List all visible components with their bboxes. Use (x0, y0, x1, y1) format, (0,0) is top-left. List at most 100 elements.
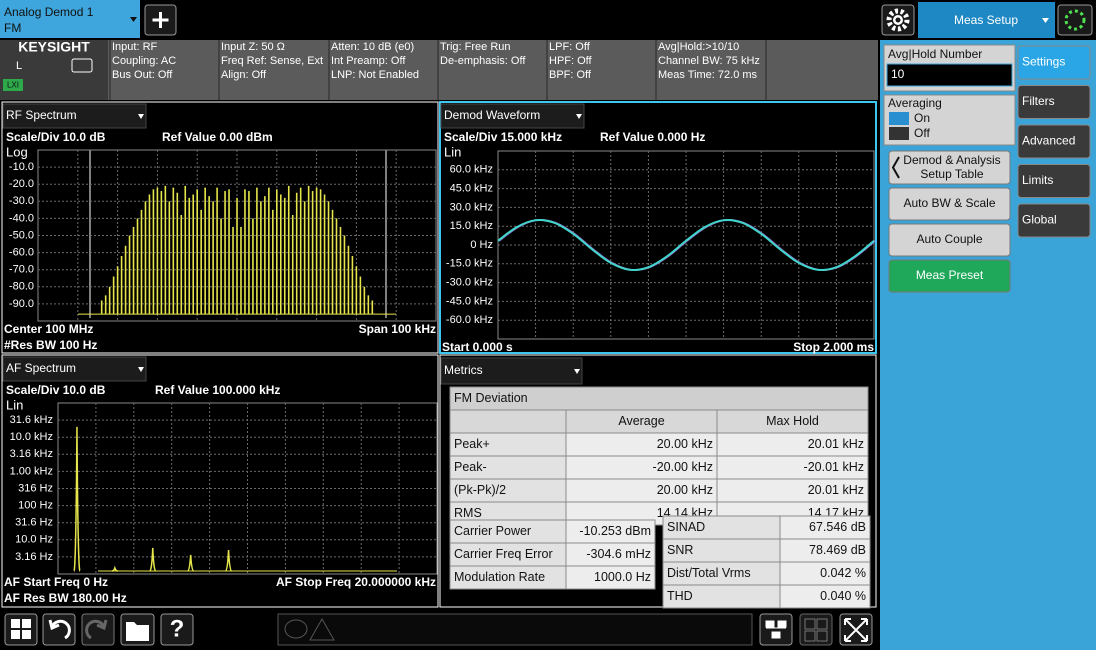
info-text: Input: RF (112, 41, 158, 53)
side-tab[interactable] (1017, 45, 1091, 80)
layout-button[interactable] (759, 613, 793, 646)
ref-value: Ref Value 0.000 Hz (600, 130, 705, 144)
avg-hold-label: Avg|Hold Number (888, 47, 982, 61)
y-tick-label: -10.0 (9, 161, 34, 173)
info-text: Avg|Hold:>10/10 (658, 41, 739, 53)
row-label: Peak+ (454, 437, 490, 451)
row-value: -20.01 kHz (804, 460, 864, 474)
button-label: Auto Couple (916, 232, 982, 246)
side-tab[interactable] (1017, 124, 1091, 159)
off-indicator (889, 127, 909, 140)
dropdown-arrow (576, 114, 582, 119)
button-label: Auto BW & Scale (903, 196, 995, 210)
avg-hold-input[interactable] (886, 63, 1013, 87)
res-bw-label: AF Res BW 180.00 Hz (4, 591, 127, 605)
on-label: On (914, 111, 930, 125)
logo: KEYSIGHT (18, 39, 90, 55)
row-value: 20.01 kHz (808, 437, 864, 451)
y-tick-label: 1.00 kHz (10, 465, 53, 477)
y-tick-label: -40.0 (9, 212, 34, 224)
gear-icon (886, 8, 910, 32)
spectrum-peak (149, 547, 157, 572)
y-tick-label: -50.0 (9, 229, 34, 241)
y-tick-label: -60.0 kHz (446, 314, 493, 326)
windows-button[interactable] (4, 613, 38, 646)
window-title-box[interactable] (440, 103, 585, 129)
carrier-value-cell (565, 565, 656, 590)
demod-window[interactable] (439, 101, 877, 354)
row-value: -20.00 kHz (653, 460, 713, 474)
distortion-value: 67.546 dB (809, 520, 866, 534)
gear-icon (895, 17, 901, 23)
x-stop-label: AF Stop Freq 20.000000 kHz (276, 575, 436, 589)
info-bar (0, 40, 878, 100)
distortion-value: 0.040 % (820, 589, 866, 603)
scale-label: Scale/Div 15.000 kHz (444, 130, 562, 144)
auto-bw-button[interactable] (888, 187, 1011, 221)
info-text: HPF: Off (549, 55, 593, 67)
scale-label: Scale/Div 10.0 dB (6, 130, 106, 144)
y-tick-label: 60.0 kHz (450, 164, 493, 176)
y-tick-label: 10.0 kHz (10, 431, 53, 443)
side-tab[interactable] (1017, 164, 1091, 198)
y-tick-label: -80.0 (9, 281, 34, 293)
y-tick-label: 10.0 Hz (15, 534, 53, 546)
tab-title: Analog Demod 1 (4, 5, 94, 19)
y-tick-label: -90.0 (9, 298, 34, 310)
row-label: (Pk-Pk)/2 (454, 483, 506, 497)
dropdown-arrow (574, 369, 580, 374)
setup-table-button[interactable] (888, 150, 1011, 185)
column-header: Max Hold (766, 414, 819, 428)
multi-window-button[interactable] (799, 613, 833, 646)
remote-icon (71, 58, 93, 73)
scale-type: Lin (6, 397, 23, 412)
info-text: LNP: Not Enabled (331, 69, 419, 81)
carrier-value: -304.6 mHz (586, 547, 651, 561)
status-button[interactable] (1057, 4, 1093, 36)
y-tick-label: 45.0 kHz (450, 183, 493, 195)
x-stop-label: Stop 2.000 ms (793, 340, 874, 354)
ref-value: Ref Value 0.00 dBm (162, 130, 273, 144)
carrier-label: Carrier Power (454, 524, 531, 538)
meas-setup-label: Meas Setup (954, 13, 1018, 27)
measurement-tab[interactable] (0, 0, 140, 38)
window-title: RF Spectrum (6, 108, 77, 122)
dropdown-arrow (138, 114, 144, 119)
row-value: 20.00 kHz (657, 483, 713, 497)
info-text: Bus Out: Off (112, 69, 173, 81)
window-title-box[interactable] (2, 356, 147, 382)
side-tab-label: Limits (1022, 173, 1053, 187)
button-label: Demod & Analysis (903, 153, 1000, 167)
x-stop-label: Span 100 kHz (359, 322, 436, 336)
window-title-box[interactable] (440, 357, 583, 385)
y-tick-label: -30.0 (9, 195, 34, 207)
info-text: De-emphasis: Off (440, 55, 526, 67)
info-text: LPF: Off (549, 41, 591, 53)
y-tick-label: -60.0 (9, 247, 34, 259)
spectrum-peak (111, 565, 118, 572)
row-label: Peak- (454, 460, 487, 474)
info-text: Coupling: AC (112, 55, 176, 67)
window-title-box[interactable] (2, 103, 147, 129)
y-tick-label: 0 Hz (470, 239, 493, 251)
off-label: Off (914, 126, 930, 140)
dropdown-arrow (138, 367, 144, 372)
side-tab-label: Global (1022, 213, 1057, 227)
help-button[interactable] (160, 613, 194, 646)
y-tick-label: 316 Hz (18, 482, 53, 494)
side-tab[interactable] (1017, 85, 1091, 119)
y-tick-label: 3.16 kHz (10, 448, 53, 460)
scale-type: Log (6, 144, 28, 159)
side-tab-label: Settings (1022, 55, 1065, 69)
window-title: Demod Waveform (444, 108, 540, 122)
warning-icon (309, 617, 335, 641)
meas-setup-tab[interactable] (918, 2, 1055, 38)
distortion-value-cell (779, 584, 871, 609)
side-tab[interactable] (1017, 203, 1091, 238)
y-tick-label: -30.0 kHz (446, 277, 493, 289)
fm-deviation-title: FM Deviation (454, 391, 528, 405)
auto-couple-button[interactable] (888, 223, 1011, 257)
carrier-value: -10.253 dBm (579, 524, 651, 538)
rf-window[interactable] (1, 101, 439, 354)
meas-preset-button[interactable] (888, 259, 1011, 293)
